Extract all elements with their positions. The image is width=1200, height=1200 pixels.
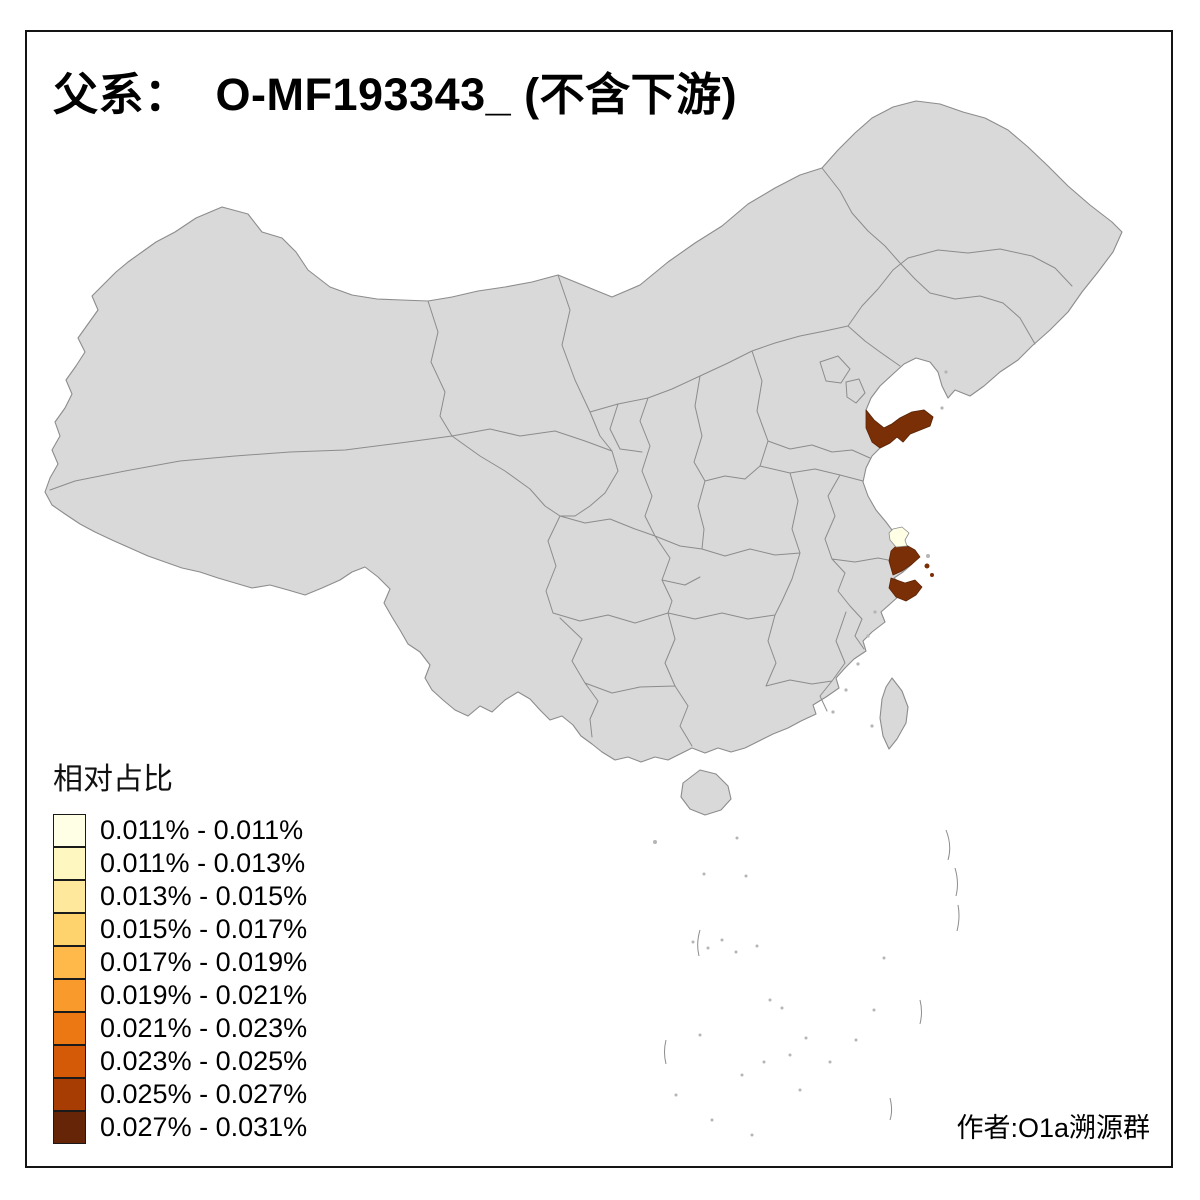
legend-row: 0.025% - 0.027% xyxy=(53,1078,307,1111)
legend-label: 0.019% - 0.021% xyxy=(100,980,308,1010)
legend-title: 相对占比 xyxy=(53,763,173,796)
legend-swatch xyxy=(53,814,86,847)
legend-swatch xyxy=(53,979,86,1012)
legend-row: 0.011% - 0.011% xyxy=(53,814,307,847)
legend-swatch xyxy=(53,913,86,946)
map-title: 父系： O-MF193343_ (不含下游) xyxy=(53,69,738,120)
region-jiaodong-peninsula[interactable] xyxy=(865,409,934,449)
region-zhoushan-islet[interactable] xyxy=(930,573,934,577)
region-zhoushan-islet[interactable] xyxy=(924,563,930,569)
legend-label: 0.015% - 0.017% xyxy=(100,914,308,944)
legend-row: 0.017% - 0.019% xyxy=(53,946,307,979)
legend-row: 0.021% - 0.023% xyxy=(53,1012,307,1045)
legend-swatch xyxy=(53,1012,86,1045)
nine-dash-line-segment xyxy=(664,829,960,1121)
legend-row: 0.023% - 0.025% xyxy=(53,1045,307,1078)
province-borders xyxy=(49,167,1073,747)
taiwan-island xyxy=(879,677,909,750)
legend-row: 0.013% - 0.015% xyxy=(53,880,307,913)
region-shanghai-ningbo[interactable] xyxy=(888,544,923,602)
region-yangtze-mouth[interactable] xyxy=(888,526,910,548)
legend-label: 0.013% - 0.015% xyxy=(100,881,308,911)
legend-label: 0.011% - 0.011% xyxy=(100,815,304,845)
legend-label: 0.021% - 0.023% xyxy=(100,1013,308,1043)
legend: 相对占比 0.011% - 0.011% 0.011% - 0.013% 0.013… xyxy=(53,754,307,1144)
legend-label: 0.011% - 0.013% xyxy=(100,848,306,878)
legend-row: 0.027% - 0.031% xyxy=(53,1111,307,1144)
china-mainland-shape xyxy=(44,100,1123,763)
legend-label: 0.027% - 0.031% xyxy=(100,1112,308,1142)
author-credit: 作者:O1a溯源群 xyxy=(956,1113,1150,1143)
legend-swatch xyxy=(53,847,86,880)
legend-row: 0.015% - 0.017% xyxy=(53,913,307,946)
legend-swatch xyxy=(53,1078,86,1111)
legend-row: 0.011% - 0.013% xyxy=(53,847,307,880)
plot-border xyxy=(25,30,1173,1168)
legend-label: 0.025% - 0.027% xyxy=(100,1079,308,1109)
legend-rows: 0.011% - 0.011% 0.011% - 0.013% 0.013% - 0… xyxy=(53,814,307,1144)
legend-swatch xyxy=(53,946,86,979)
coastal-islets xyxy=(831,370,948,728)
legend-label: 0.017% - 0.019% xyxy=(100,947,308,977)
legend-swatch xyxy=(53,880,86,913)
legend-swatch xyxy=(53,1111,86,1144)
hainan-island xyxy=(680,769,732,816)
legend-label: 0.023% - 0.025% xyxy=(100,1046,308,1076)
legend-row: 0.019% - 0.021% xyxy=(53,979,307,1012)
south-china-sea-islands xyxy=(653,829,960,1137)
legend-swatch xyxy=(53,1045,86,1078)
